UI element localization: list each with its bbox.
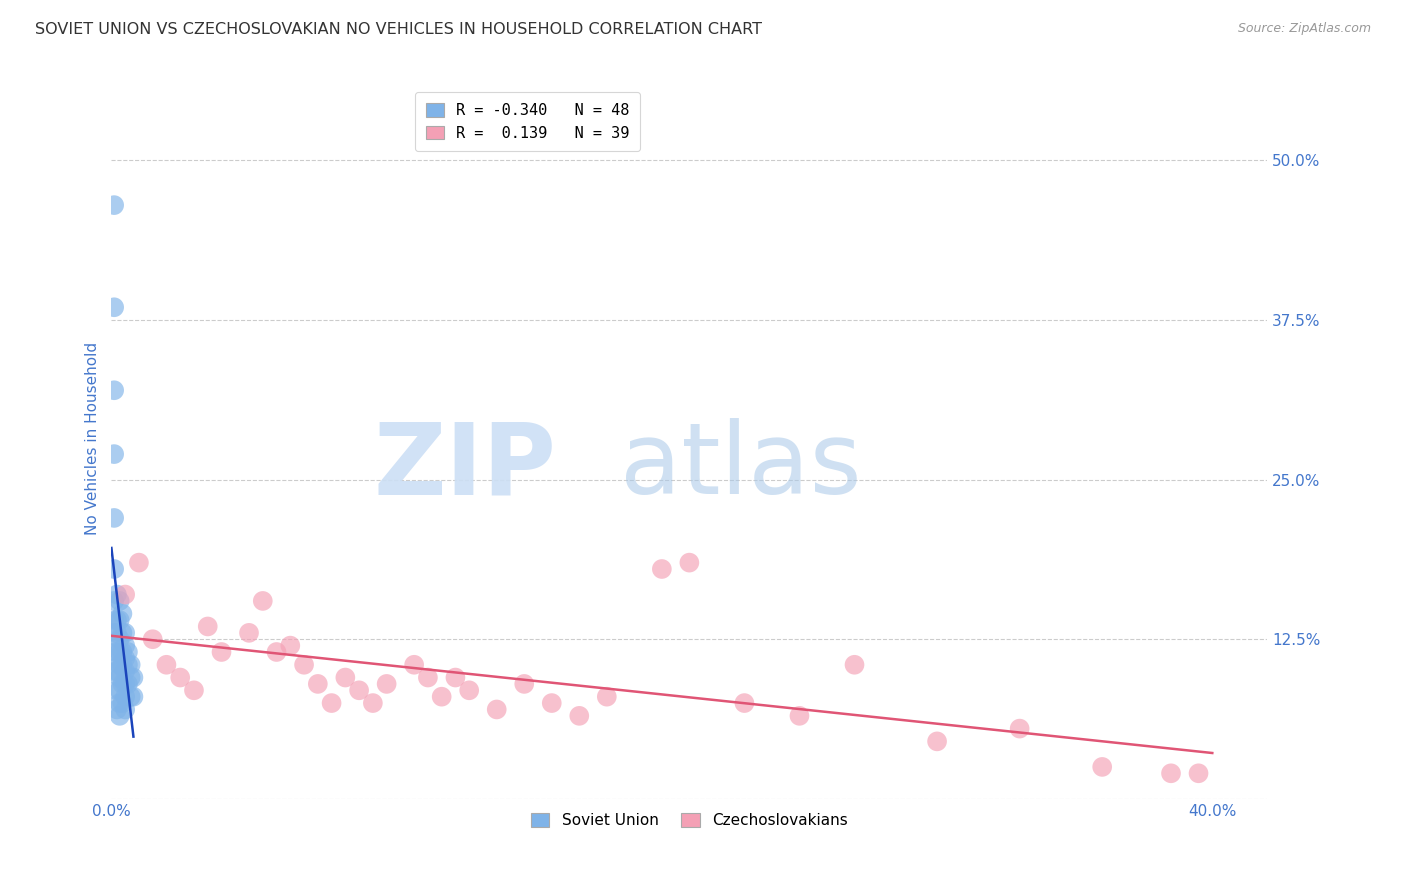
Point bbox=[117, 657, 139, 672]
Point bbox=[103, 511, 125, 525]
Point bbox=[114, 639, 136, 653]
Point bbox=[120, 671, 142, 685]
Point bbox=[596, 690, 619, 704]
Point bbox=[103, 594, 125, 608]
Point bbox=[169, 671, 191, 685]
Point bbox=[105, 664, 128, 678]
Point bbox=[1091, 760, 1114, 774]
Point bbox=[430, 690, 453, 704]
Point bbox=[117, 677, 139, 691]
Point bbox=[111, 657, 134, 672]
Point bbox=[108, 671, 131, 685]
Point bbox=[114, 677, 136, 691]
Point bbox=[155, 657, 177, 672]
Point bbox=[513, 677, 536, 691]
Point bbox=[120, 690, 142, 704]
Point bbox=[404, 657, 426, 672]
Point bbox=[111, 625, 134, 640]
Point bbox=[105, 613, 128, 627]
Point bbox=[108, 696, 131, 710]
Point bbox=[108, 657, 131, 672]
Text: SOVIET UNION VS CZECHOSLOVAKIAN NO VEHICLES IN HOUSEHOLD CORRELATION CHART: SOVIET UNION VS CZECHOSLOVAKIAN NO VEHIC… bbox=[35, 22, 762, 37]
Legend: Soviet Union, Czechoslovakians: Soviet Union, Czechoslovakians bbox=[524, 807, 853, 835]
Point bbox=[211, 645, 233, 659]
Point bbox=[103, 300, 125, 314]
Point bbox=[142, 632, 165, 647]
Point bbox=[105, 683, 128, 698]
Point bbox=[111, 607, 134, 621]
Point bbox=[347, 683, 370, 698]
Point bbox=[114, 588, 136, 602]
Point bbox=[114, 702, 136, 716]
Point bbox=[678, 556, 700, 570]
Point bbox=[444, 671, 467, 685]
Point bbox=[108, 645, 131, 659]
Point bbox=[114, 625, 136, 640]
Point bbox=[733, 696, 755, 710]
Y-axis label: No Vehicles in Household: No Vehicles in Household bbox=[86, 342, 100, 534]
Point bbox=[361, 696, 384, 710]
Point bbox=[1008, 722, 1031, 736]
Point bbox=[925, 734, 948, 748]
Point bbox=[103, 384, 125, 398]
Point bbox=[120, 657, 142, 672]
Point bbox=[1160, 766, 1182, 780]
Point bbox=[111, 696, 134, 710]
Point bbox=[105, 625, 128, 640]
Text: atlas: atlas bbox=[620, 418, 862, 516]
Point bbox=[321, 696, 343, 710]
Point bbox=[651, 562, 673, 576]
Point bbox=[844, 657, 866, 672]
Point bbox=[114, 651, 136, 665]
Point bbox=[103, 664, 125, 678]
Point bbox=[117, 645, 139, 659]
Point bbox=[105, 702, 128, 716]
Point bbox=[789, 709, 811, 723]
Point bbox=[375, 677, 398, 691]
Point bbox=[105, 645, 128, 659]
Point bbox=[122, 671, 145, 685]
Point bbox=[128, 556, 150, 570]
Point bbox=[278, 639, 301, 653]
Point bbox=[108, 594, 131, 608]
Point bbox=[103, 562, 125, 576]
Point bbox=[111, 677, 134, 691]
Point bbox=[103, 198, 125, 212]
Point bbox=[111, 645, 134, 659]
Point bbox=[103, 625, 125, 640]
Point bbox=[1187, 766, 1209, 780]
Point bbox=[114, 690, 136, 704]
Point bbox=[568, 709, 591, 723]
Point bbox=[108, 613, 131, 627]
Point bbox=[458, 683, 481, 698]
Point bbox=[485, 702, 508, 716]
Point bbox=[540, 696, 562, 710]
Point bbox=[292, 657, 315, 672]
Point bbox=[183, 683, 205, 698]
Point bbox=[103, 645, 125, 659]
Point bbox=[197, 619, 219, 633]
Text: Source: ZipAtlas.com: Source: ZipAtlas.com bbox=[1237, 22, 1371, 36]
Point bbox=[103, 447, 125, 461]
Point bbox=[108, 632, 131, 647]
Point bbox=[108, 709, 131, 723]
Point bbox=[103, 613, 125, 627]
Point bbox=[238, 625, 260, 640]
Point bbox=[122, 690, 145, 704]
Point bbox=[416, 671, 439, 685]
Point bbox=[114, 664, 136, 678]
Point bbox=[105, 588, 128, 602]
Point bbox=[266, 645, 288, 659]
Point bbox=[252, 594, 274, 608]
Point bbox=[335, 671, 357, 685]
Point bbox=[307, 677, 329, 691]
Point bbox=[108, 683, 131, 698]
Text: ZIP: ZIP bbox=[374, 418, 557, 516]
